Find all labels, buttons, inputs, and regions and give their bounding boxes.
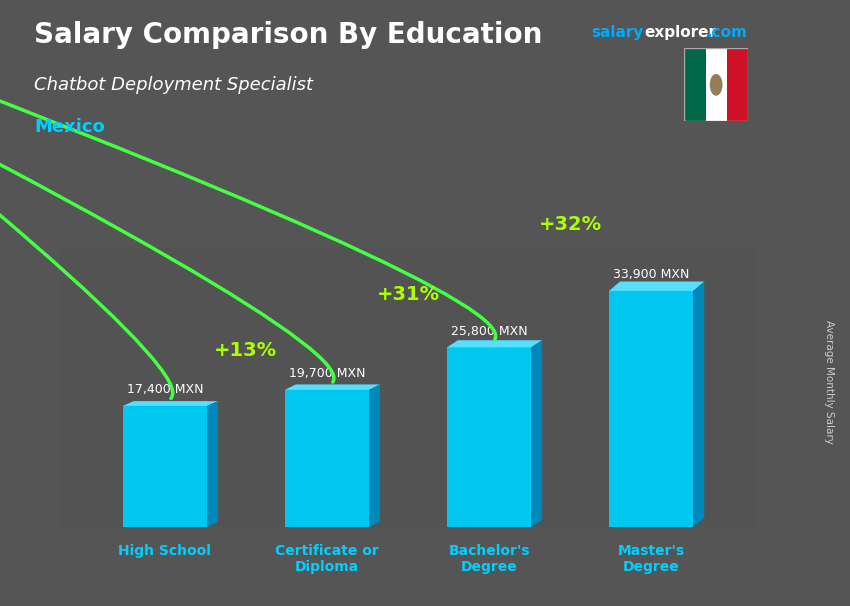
Polygon shape <box>531 340 542 527</box>
Polygon shape <box>285 384 380 390</box>
Text: 25,800 MXN: 25,800 MXN <box>450 325 527 338</box>
Text: Master's
Degree: Master's Degree <box>618 544 685 574</box>
Text: salary: salary <box>591 25 643 41</box>
Text: Bachelor's
Degree: Bachelor's Degree <box>448 544 530 574</box>
Text: .com: .com <box>706 25 747 41</box>
Text: +32%: +32% <box>539 215 602 233</box>
Polygon shape <box>122 401 218 406</box>
Circle shape <box>710 74 722 96</box>
Polygon shape <box>207 401 218 527</box>
Text: Certificate or
Diploma: Certificate or Diploma <box>275 544 379 574</box>
Text: Salary Comparison By Education: Salary Comparison By Education <box>34 21 542 49</box>
Bar <box>706 48 727 121</box>
Polygon shape <box>609 282 705 291</box>
Text: +13%: +13% <box>214 341 277 361</box>
Text: explorer: explorer <box>644 25 717 41</box>
Text: +31%: +31% <box>377 285 439 304</box>
Polygon shape <box>369 384 380 527</box>
Polygon shape <box>609 291 694 527</box>
Text: 33,900 MXN: 33,900 MXN <box>613 268 689 281</box>
Text: Average Monthly Salary: Average Monthly Salary <box>824 320 834 444</box>
Polygon shape <box>694 282 705 527</box>
Polygon shape <box>122 406 207 527</box>
Text: Chatbot Deployment Specialist: Chatbot Deployment Specialist <box>34 76 313 94</box>
Text: High School: High School <box>118 544 212 558</box>
Text: 17,400 MXN: 17,400 MXN <box>127 383 203 396</box>
Polygon shape <box>447 347 531 527</box>
Polygon shape <box>285 390 369 527</box>
Text: 19,700 MXN: 19,700 MXN <box>289 367 366 380</box>
Polygon shape <box>447 340 542 347</box>
Bar <box>684 48 705 121</box>
Text: Mexico: Mexico <box>34 118 105 136</box>
Bar <box>727 48 748 121</box>
